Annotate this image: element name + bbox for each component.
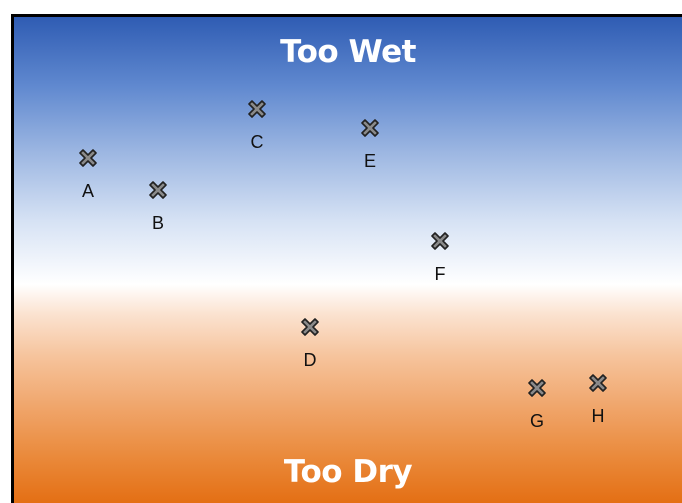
too-dry-label: Too Dry bbox=[283, 454, 413, 490]
x-mark-icon bbox=[431, 232, 449, 250]
marker-e: E bbox=[340, 119, 400, 171]
moisture-gradient-panel: Too Wet Too Dry A B C D E F G H bbox=[11, 14, 682, 503]
marker-label-c: C bbox=[250, 132, 264, 152]
marker-label-d: D bbox=[303, 350, 317, 370]
too-wet-label: Too Wet bbox=[280, 34, 416, 70]
marker-label-b: B bbox=[151, 213, 164, 233]
marker-label-a: A bbox=[81, 181, 94, 201]
x-mark-icon bbox=[528, 379, 546, 397]
x-mark-icon bbox=[149, 181, 167, 199]
marker-a: A bbox=[58, 149, 118, 201]
x-mark-icon bbox=[248, 100, 266, 118]
x-mark-icon bbox=[79, 149, 97, 167]
marker-b: B bbox=[128, 181, 188, 233]
marker-f: F bbox=[410, 232, 470, 284]
marker-label-h: H bbox=[591, 406, 605, 426]
marker-label-f: F bbox=[434, 264, 446, 284]
marker-label-e: E bbox=[363, 151, 376, 171]
x-mark-icon bbox=[589, 374, 607, 392]
marker-label-g: G bbox=[529, 411, 544, 431]
marker-c: C bbox=[227, 100, 287, 152]
x-mark-icon bbox=[301, 318, 319, 336]
marker-g: G bbox=[507, 379, 567, 431]
x-mark-icon bbox=[361, 119, 379, 137]
marker-h: H bbox=[568, 374, 628, 426]
marker-d: D bbox=[280, 318, 340, 370]
